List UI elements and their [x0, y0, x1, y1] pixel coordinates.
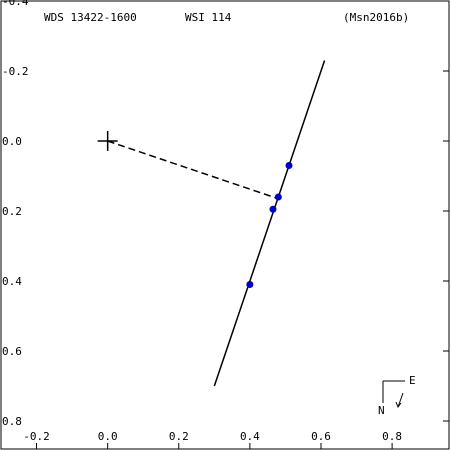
compass-north-label: N	[378, 404, 385, 417]
fit-line	[213, 60, 326, 387]
header-system-name: WSI 114	[185, 11, 232, 24]
plot-group	[97, 60, 326, 387]
x-tick-label: 0.4	[240, 430, 260, 443]
x-tick-label: 0.8	[382, 430, 402, 443]
y-tick-label: 0.4	[2, 275, 22, 288]
header-wds-id: WDS 13422-1600	[44, 11, 137, 24]
compass: E N	[378, 374, 416, 417]
x-tick-label: 0.0	[98, 430, 118, 443]
y-tick-label: 0.2	[2, 205, 22, 218]
y-tick-label: -0.4	[2, 0, 29, 8]
data-point	[269, 205, 277, 213]
y-tick-label: -0.2	[2, 65, 29, 78]
data-point	[274, 193, 282, 201]
motion-arrow-head	[395, 401, 402, 409]
y-tick-label: 0.6	[2, 345, 22, 358]
y-tick-label: 0.0	[2, 135, 22, 148]
data-point	[246, 281, 254, 288]
x-tick-label: 0.2	[169, 430, 189, 443]
x-tick-label: -0.2	[23, 430, 50, 443]
header-reference: (Msn2016b)	[343, 11, 409, 24]
dashed-connector	[107, 140, 279, 200]
compass-east-label: E	[409, 374, 416, 387]
y-tick-label: 0.8	[2, 415, 22, 428]
motion-arrow-shaft	[397, 392, 404, 408]
data-point	[285, 162, 293, 169]
x-tick-label: 0.6	[311, 430, 331, 443]
